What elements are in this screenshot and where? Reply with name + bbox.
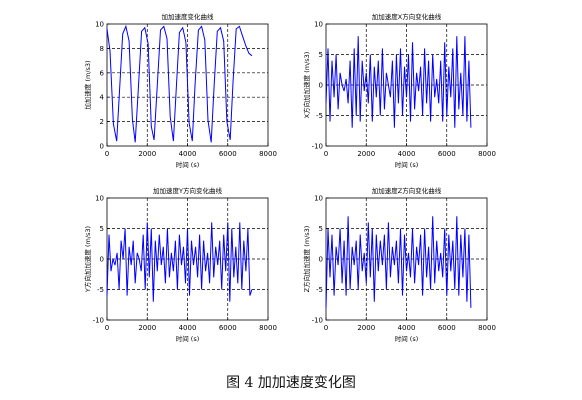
plot4-x-tick-label: 8000 xyxy=(478,324,496,332)
plot2-y-tick-label: 0 xyxy=(319,82,323,90)
plot3-y-tick-label: -10 xyxy=(93,317,104,325)
plot4-x-tick-label: 4000 xyxy=(398,324,416,332)
figure-caption: 图 4 加加速度变化图 xyxy=(226,375,356,391)
plot1-x-tick-label: 8000 xyxy=(259,150,277,158)
plot4-x-tick-label: 6000 xyxy=(438,324,456,332)
plot4-y-tick-label: -5 xyxy=(316,286,323,294)
plot3-x-tick-label: 4000 xyxy=(179,324,197,332)
plot2-x-tick-label: 8000 xyxy=(478,150,496,158)
plot2-y-tick-label: -5 xyxy=(316,112,323,120)
plot3-x-tick-label: 8000 xyxy=(259,324,277,332)
plot2-x-tick-label: 0 xyxy=(324,150,328,158)
plot2-x-tick-label: 6000 xyxy=(438,150,456,158)
plot3-series-line xyxy=(106,222,253,302)
plot1-title: 加加速度变化曲线 xyxy=(162,12,215,21)
plot4-y-tick-label: -10 xyxy=(312,317,323,325)
plot4-x-axis-label: 时间 (s) xyxy=(395,334,419,343)
plot1-y-tick-label: 2 xyxy=(100,118,104,126)
plot2-y-axis-label: X方向加加速度 (m/s3) xyxy=(302,52,311,119)
plot1-x-tick-label: 6000 xyxy=(219,150,237,158)
plot1-y-tick-label: 0 xyxy=(100,143,104,151)
plot2-x-tick-label: 2000 xyxy=(357,150,375,158)
plot3-y-tick-label: -5 xyxy=(97,286,104,294)
plot1-y-tick-label: 4 xyxy=(100,94,105,102)
plot1-y-axis-label: 加加速度 (m/s3) xyxy=(83,60,92,109)
plot2-series-line xyxy=(325,36,472,128)
plot3-x-axis-label: 时间 (s) xyxy=(176,334,200,343)
plot2-x-axis-label: 时间 (s) xyxy=(395,160,419,169)
plot4-y-tick-label: 5 xyxy=(319,225,323,233)
plot3-x-tick-label: 0 xyxy=(105,324,109,332)
plot4-series-line xyxy=(325,216,472,308)
plot3-x-tick-label: 6000 xyxy=(219,324,237,332)
plot2-x-tick-label: 4000 xyxy=(398,150,416,158)
plot3-title: 加加速度Y方向变化曲线 xyxy=(153,186,222,195)
plot3-y-tick-label: 0 xyxy=(100,256,104,264)
plot1-series-line xyxy=(106,24,253,143)
plot2-y-tick-label: 10 xyxy=(314,21,323,29)
plot1-y-tick-label: 8 xyxy=(100,45,104,53)
plot4-y-axis-label: Z方向加加速度 (m/s3) xyxy=(302,226,311,293)
plot3-y-tick-label: 5 xyxy=(100,225,104,233)
plot3-y-axis-label: Y方向加加速度 (m/s3) xyxy=(83,226,92,293)
plot4-title: 加加速度Z方向变化曲线 xyxy=(372,186,442,195)
plot1-x-tick-label: 4000 xyxy=(179,150,197,158)
plot2-y-tick-label: 5 xyxy=(319,51,323,59)
plot3-x-tick-label: 2000 xyxy=(138,324,156,332)
plot1-y-tick-label: 6 xyxy=(100,69,105,77)
plot4-y-tick-label: 10 xyxy=(314,195,323,203)
plot1-x-tick-label: 2000 xyxy=(138,150,156,158)
plot2-y-tick-label: -10 xyxy=(312,143,323,151)
plot4-x-tick-label: 0 xyxy=(324,324,328,332)
plot1-x-tick-label: 0 xyxy=(105,150,109,158)
plot4-y-tick-label: 0 xyxy=(319,256,323,264)
plot1-x-axis-label: 时间 (s) xyxy=(176,160,200,169)
plot3-y-tick-label: 10 xyxy=(95,195,104,203)
plot2-title: 加加速度X方向变化曲线 xyxy=(372,12,442,21)
plot1-y-tick-label: 10 xyxy=(95,21,104,29)
plot4-x-tick-label: 2000 xyxy=(357,324,375,332)
